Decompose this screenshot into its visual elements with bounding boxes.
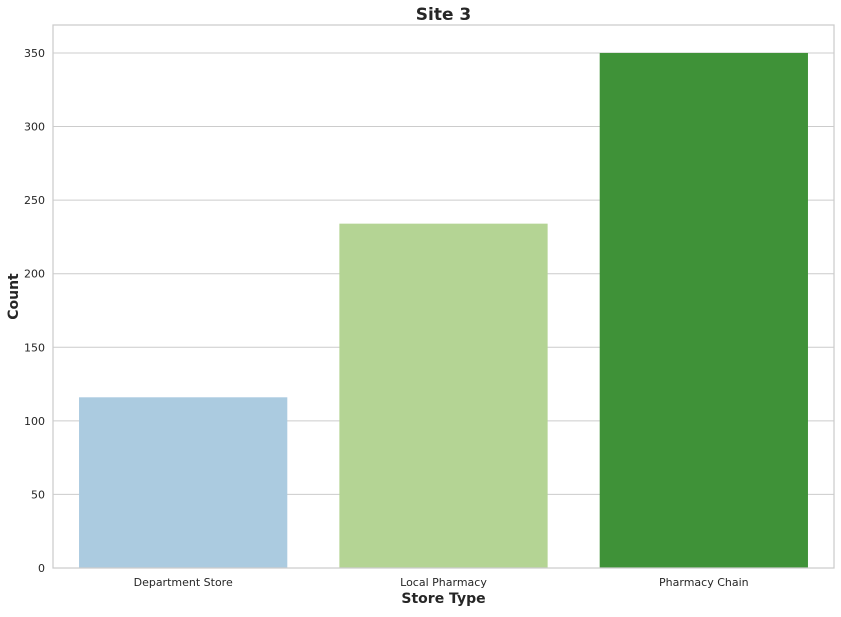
y-tick-label: 100 — [24, 415, 45, 428]
y-tick-label: 200 — [24, 268, 45, 281]
bar-local-pharmacy — [339, 223, 548, 568]
bar-department-store — [79, 397, 288, 568]
x-tick-labels: Department Store Local Pharmacy Pharmacy C… — [134, 576, 749, 589]
y-tick-label: 50 — [31, 488, 45, 501]
bars — [79, 52, 808, 568]
y-tick-label: 300 — [24, 121, 45, 134]
y-tick-label: 150 — [24, 341, 45, 354]
x-tick-label: Pharmacy Chain — [659, 576, 749, 589]
x-tick-label: Local Pharmacy — [400, 576, 487, 589]
y-tick-label: 0 — [38, 562, 45, 575]
bar-pharmacy-chain — [599, 52, 808, 568]
y-tick-labels: 0 50 100 150 200 250 300 350 — [24, 47, 45, 575]
y-tick-label: 350 — [24, 47, 45, 60]
y-tick-label: 250 — [24, 194, 45, 207]
x-axis-title: Store Type — [401, 591, 485, 607]
chart-title: Site 3 — [416, 5, 471, 25]
x-tick-label: Department Store — [134, 576, 233, 589]
y-axis-title: Count — [6, 273, 22, 320]
plot-frame — [52, 24, 835, 569]
